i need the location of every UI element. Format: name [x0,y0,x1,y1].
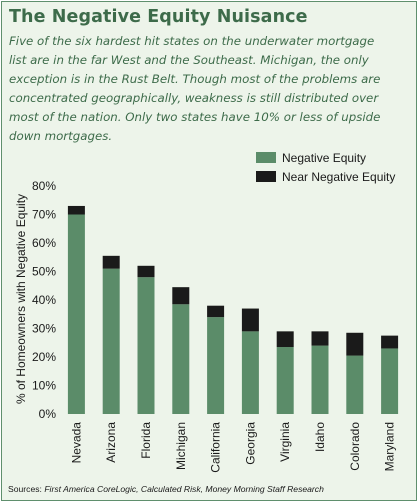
x-tick-label: Michigan [174,422,188,470]
subtitle-line: exception is in the Rust Belt. Though mo… [9,72,381,86]
y-tick-label: 20% [32,350,56,364]
bar-near-negative-equity [67,205,85,215]
chart-subtitle: Five of the six hardest hit states on th… [9,32,411,146]
subtitle-line: most of the nation. Only two states have… [9,110,381,124]
x-tick-label: Virginia [278,422,292,462]
y-axis-label: % of Homeowners with Negative Equity [14,194,28,404]
sources-text: First America CoreLogic, Calculated Risk… [44,484,324,494]
legend: Negative Equity Near Negative Equity [256,151,395,184]
bar-near-negative-equity [276,331,294,348]
bars [67,205,399,414]
x-tick-label: Arizona [104,422,118,463]
x-tick-label: Florida [139,422,153,459]
chart-title: The Negative Equity Nuisance [9,7,308,27]
y-tick-label: 80% [32,179,56,193]
x-tick-label: Maryland [383,422,397,471]
legend-swatch-negative-equity [256,152,276,163]
bar-near-negative-equity [311,331,329,346]
y-tick-label: 10% [32,379,56,393]
sources-note: Sources: First America CoreLogic, Calcul… [8,484,324,494]
legend-swatch-near-negative-equity [256,171,276,182]
bar-negative-equity [346,355,364,414]
y-tick-label: 0% [39,407,57,421]
bar-negative-equity [381,348,399,414]
bar-negative-equity [241,331,259,414]
subtitle-line: Five of the six hardest hit states on th… [9,34,375,48]
y-tick-label: 30% [32,322,56,336]
bar-negative-equity [207,317,225,414]
bar-near-negative-equity [102,255,120,269]
x-tick-label: Colorado [348,422,362,471]
y-tick-label: 70% [32,208,56,222]
subtitle-line: down mortgages. [9,129,113,143]
x-tick-label: Idaho [313,422,327,452]
bar-near-negative-equity [207,305,225,318]
bar-negative-equity [276,347,294,414]
bar-near-negative-equity [241,308,259,332]
subtitle-line: concentrated geographically, weakness is… [9,91,379,105]
bar-negative-equity [67,214,85,414]
legend-label-near-negative-equity: Near Negative Equity [282,170,395,184]
bar-negative-equity [311,345,329,414]
y-axis: 0% 10% 20% 30% 40% 50% 60% 70% 80% [32,179,56,421]
bar-near-negative-equity [381,335,399,349]
sources-label: Sources: [8,484,42,494]
bar-near-negative-equity [137,265,155,278]
bar-near-negative-equity [346,332,364,356]
bar-negative-equity [137,277,155,414]
bar-negative-equity [172,304,190,414]
x-axis: Nevada Arizona Florida Michigan California Ge… [69,422,396,473]
y-tick-label: 50% [32,265,56,279]
legend-label-negative-equity: Negative Equity [282,151,366,165]
bar-near-negative-equity [172,287,190,305]
x-tick-label: California [209,422,223,473]
y-tick-label: 40% [32,293,56,307]
x-tick-label: Nevada [69,422,83,464]
x-tick-label: Georgia [243,422,257,465]
subtitle-line: list are in the far West and the Southea… [9,53,369,67]
y-tick-label: 60% [32,236,56,250]
bar-negative-equity [102,268,120,414]
